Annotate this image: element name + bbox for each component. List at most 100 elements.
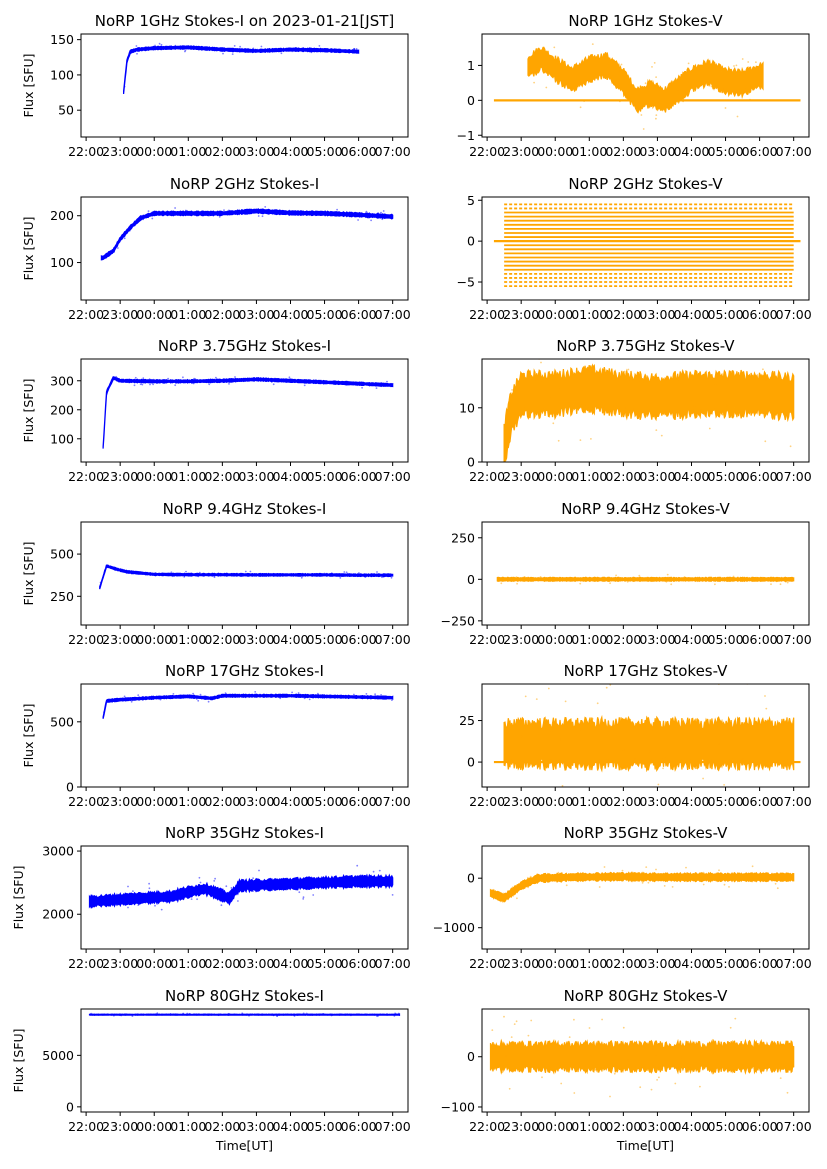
y-tick-label: 0 [467, 234, 475, 249]
outlier-point [588, 1027, 591, 1029]
outlier-point [638, 574, 641, 577]
x-tick-label: 02:00 [605, 469, 641, 484]
x-tick-label: 00:00 [537, 956, 573, 971]
data-series [122, 42, 360, 95]
outlier-point [597, 578, 600, 580]
subplot-stokes-i-4: 050022:0023:0000:0001:0002:0003:0004:000… [21, 662, 411, 809]
outlier-point [527, 1034, 530, 1037]
axes-frame [80, 196, 409, 301]
outlier-point [227, 1012, 230, 1015]
x-tick-label: 05:00 [307, 794, 343, 809]
outlier-point [511, 389, 513, 391]
outlier-point [655, 1053, 658, 1056]
outlier-point [656, 1079, 658, 1081]
outlier-point [194, 378, 197, 380]
outlier-point [674, 1082, 677, 1085]
outlier-point [358, 572, 360, 574]
outlier-point [660, 434, 663, 437]
outlier-point [786, 581, 789, 584]
outlier-point [208, 383, 211, 386]
x-tick-label: 22:00 [68, 1119, 104, 1134]
outlier-point [520, 735, 523, 738]
x-tick-label: 07:00 [375, 144, 411, 159]
outlier-point [671, 886, 674, 888]
outlier-point [723, 784, 725, 786]
outlier-point [330, 572, 333, 575]
outlier-point [250, 696, 253, 698]
outlier-point [272, 1014, 275, 1017]
data-series [102, 691, 394, 719]
subplot-stokes-v-5: −1000 0 22:0023:0000:0001:0002:0003:0004:0… [433, 824, 812, 971]
outlier-point [283, 48, 286, 51]
outlier-point [653, 62, 656, 64]
outlier-point [310, 51, 313, 54]
y-tick-label: 2000 [42, 907, 74, 922]
subplot-stokes-v-1: −50522:0023:0000:0001:0002:0003:0004:000… [457, 175, 812, 322]
outlier-point [576, 579, 579, 582]
outlier-point [182, 376, 184, 379]
x-tick-label: 05:00 [708, 956, 744, 971]
y-tick-label: −1 [457, 128, 475, 143]
x-tick-label: 05:00 [708, 144, 744, 159]
outlier-point [309, 47, 311, 49]
outlier-point [229, 890, 232, 892]
x-tick-label: 23:00 [503, 144, 539, 159]
outlier-point [255, 693, 257, 696]
outlier-point [677, 90, 679, 93]
outlier-point [131, 1015, 134, 1017]
axes-frame [80, 358, 409, 463]
outlier-point [134, 376, 137, 379]
x-tick-label: 06:00 [341, 307, 377, 322]
plot-title: NoRP 80GHz Stokes-V [564, 987, 729, 1005]
outlier-point [609, 1095, 611, 1098]
outlier-point [665, 580, 668, 583]
outlier-point [260, 45, 263, 48]
outlier-point [154, 904, 156, 907]
outlier-point [127, 906, 129, 909]
outlier-point [573, 1092, 576, 1094]
outlier-point [491, 1029, 494, 1031]
outlier-point [115, 375, 117, 378]
x-tick-label: 05:00 [307, 144, 343, 159]
outlier-point [223, 209, 225, 212]
outlier-point [246, 573, 249, 575]
outlier-point [124, 897, 127, 899]
x-tick-label: 22:00 [68, 307, 104, 322]
outlier-point [666, 573, 669, 576]
outlier-point [568, 1036, 571, 1038]
x-tick-label: 04:00 [272, 956, 308, 971]
x-tick-label: 03:00 [639, 469, 675, 484]
outlier-point [627, 1059, 630, 1062]
series-envelope [122, 45, 360, 95]
outlier-point [227, 380, 230, 383]
outlier-point [533, 81, 535, 84]
outlier-point [779, 752, 781, 755]
outlier-point [162, 380, 165, 383]
outlier-point [765, 707, 768, 710]
outlier-point [241, 1012, 244, 1015]
outlier-point [350, 1014, 352, 1017]
outlier-point [776, 887, 779, 890]
x-tick-label: 06:00 [742, 469, 778, 484]
x-tick-label: 04:00 [673, 469, 709, 484]
x-tick-label: 23:00 [102, 794, 138, 809]
outlier-point [302, 896, 305, 899]
outlier-point [280, 52, 283, 55]
outlier-point [197, 699, 200, 702]
outlier-point [598, 886, 601, 888]
axes-frame [80, 845, 409, 950]
axes-frame [481, 358, 810, 463]
outlier-point [575, 579, 578, 582]
outlier-point [364, 576, 367, 578]
outlier-point [771, 876, 774, 878]
y-tick-label: 100 [50, 67, 74, 82]
outlier-point [158, 42, 161, 45]
outlier-point [391, 894, 394, 896]
outlier-point [181, 1013, 184, 1016]
outlier-point [380, 694, 382, 696]
outlier-point [541, 1076, 543, 1079]
outlier-point [579, 582, 582, 585]
outlier-point [527, 67, 530, 70]
outlier-point [333, 574, 336, 576]
x-tick-label: 06:00 [742, 794, 778, 809]
